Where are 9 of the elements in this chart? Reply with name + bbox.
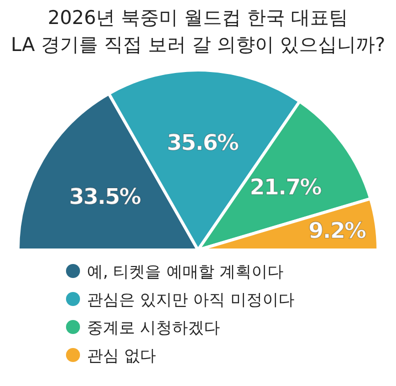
data-label: 33.5% <box>68 184 142 210</box>
legend-label: 관심 없다 <box>87 346 156 365</box>
chart-title: 2026년 북중미 월드컵 한국 대표팀 LA 경기를 직접 보러 갈 의향이 있으십니까? <box>10 7 386 56</box>
legend-label: 관심은 있지만 아직 미정이다 <box>87 290 294 309</box>
legend-label: 중계로 시청하겠다 <box>87 318 220 337</box>
data-label: 9.2% <box>308 218 366 244</box>
data-label: 35.6% <box>166 131 240 156</box>
legend-label: 예, 티켓을 예매할 계획이다 <box>87 262 284 281</box>
data-label: 21.7% <box>250 175 322 200</box>
